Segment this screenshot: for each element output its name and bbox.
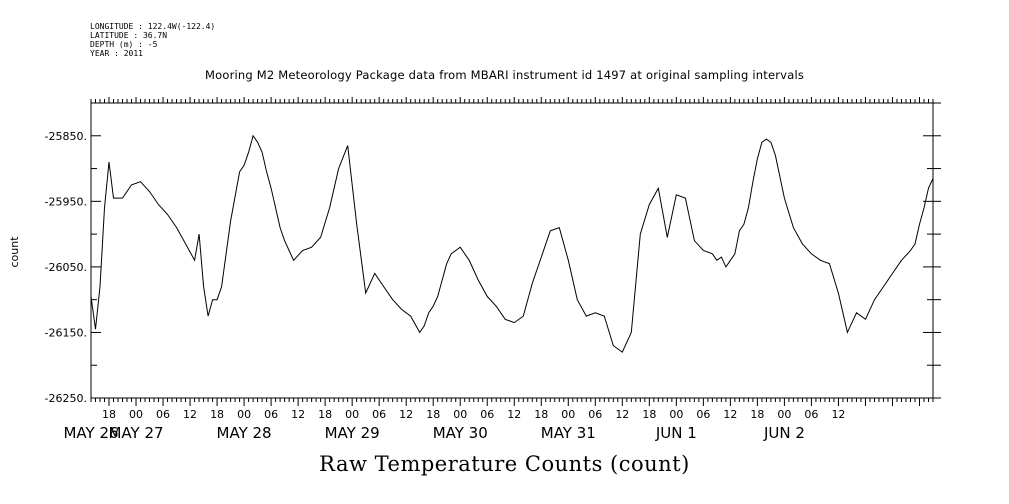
x-hour-label: 18 bbox=[534, 408, 548, 421]
x-hour-label: 00 bbox=[669, 408, 683, 421]
y-tick-label: -25850. bbox=[45, 130, 87, 143]
y-tick-label: -26150. bbox=[45, 326, 87, 339]
x-hour-label: 00 bbox=[453, 408, 467, 421]
y-tick-label: -26250. bbox=[45, 392, 87, 405]
x-hour-label: 18 bbox=[318, 408, 332, 421]
x-hour-label: 18 bbox=[642, 408, 656, 421]
x-hour-label: 00 bbox=[777, 408, 791, 421]
x-date-label: MAY 27 bbox=[108, 424, 163, 442]
meta-year: YEAR : 2011 bbox=[90, 49, 143, 58]
x-hour-label: 12 bbox=[723, 408, 737, 421]
meta-longitude: LONGITUDE : 122.4W(-122.4) bbox=[90, 22, 216, 31]
x-hour-label: 12 bbox=[831, 408, 845, 421]
x-hour-label: 06 bbox=[696, 408, 710, 421]
x-hour-label: 06 bbox=[588, 408, 602, 421]
x-hour-label: 06 bbox=[372, 408, 386, 421]
x-hour-label: 12 bbox=[291, 408, 305, 421]
chart-labels: -25850. -25950. -26050. -26150. -26250. 18 00 0… bbox=[45, 130, 846, 442]
x-date-label: JUN 1 bbox=[655, 424, 697, 442]
x-date-label: MAY 28 bbox=[217, 424, 272, 442]
chart-title: Mooring M2 Meteorology Package data from… bbox=[204, 68, 805, 82]
x-axis-title: Raw Temperature Counts (count) bbox=[319, 452, 690, 476]
x-hour-label: 12 bbox=[507, 408, 521, 421]
chart-axes bbox=[90, 102, 934, 399]
x-hour-label: 06 bbox=[804, 408, 818, 421]
x-date-label: JUN 2 bbox=[763, 424, 805, 442]
x-hour-label: 00 bbox=[561, 408, 575, 421]
plot-frame bbox=[90, 102, 934, 399]
metadata-block: LONGITUDE : 122.4W(-122.4) LATITUDE : 36… bbox=[90, 22, 215, 58]
x-date-label: MAY 29 bbox=[325, 424, 380, 442]
y-tick-label: -25950. bbox=[45, 195, 87, 208]
x-hour-label: 18 bbox=[210, 408, 224, 421]
x-hour-label: 00 bbox=[345, 408, 359, 421]
x-date-label: MAY 26 bbox=[63, 424, 118, 442]
x-date-label: MAY 31 bbox=[541, 424, 596, 442]
x-hour-label: 18 bbox=[102, 408, 116, 421]
x-hour-label: 00 bbox=[237, 408, 251, 421]
x-hour-label: 18 bbox=[426, 408, 440, 421]
meta-depth: DEPTH (m) : -5 bbox=[90, 40, 158, 49]
x-date-label: MAY 30 bbox=[433, 424, 488, 442]
series-line bbox=[90, 134, 934, 353]
x-hour-label: 12 bbox=[399, 408, 413, 421]
x-hour-label: 06 bbox=[264, 408, 278, 421]
x-hour-label: 12 bbox=[615, 408, 629, 421]
x-hour-label: 00 bbox=[129, 408, 143, 421]
y-tick-label: -26050. bbox=[45, 261, 87, 274]
chart-ticks bbox=[90, 97, 941, 406]
x-hour-label: 12 bbox=[183, 408, 197, 421]
x-hour-label: 18 bbox=[750, 408, 764, 421]
y-axis-label: count bbox=[8, 236, 21, 268]
x-hour-label: 06 bbox=[156, 408, 170, 421]
meta-latitude: LATITUDE : 36.7N bbox=[90, 31, 168, 40]
x-hour-label: 06 bbox=[480, 408, 494, 421]
